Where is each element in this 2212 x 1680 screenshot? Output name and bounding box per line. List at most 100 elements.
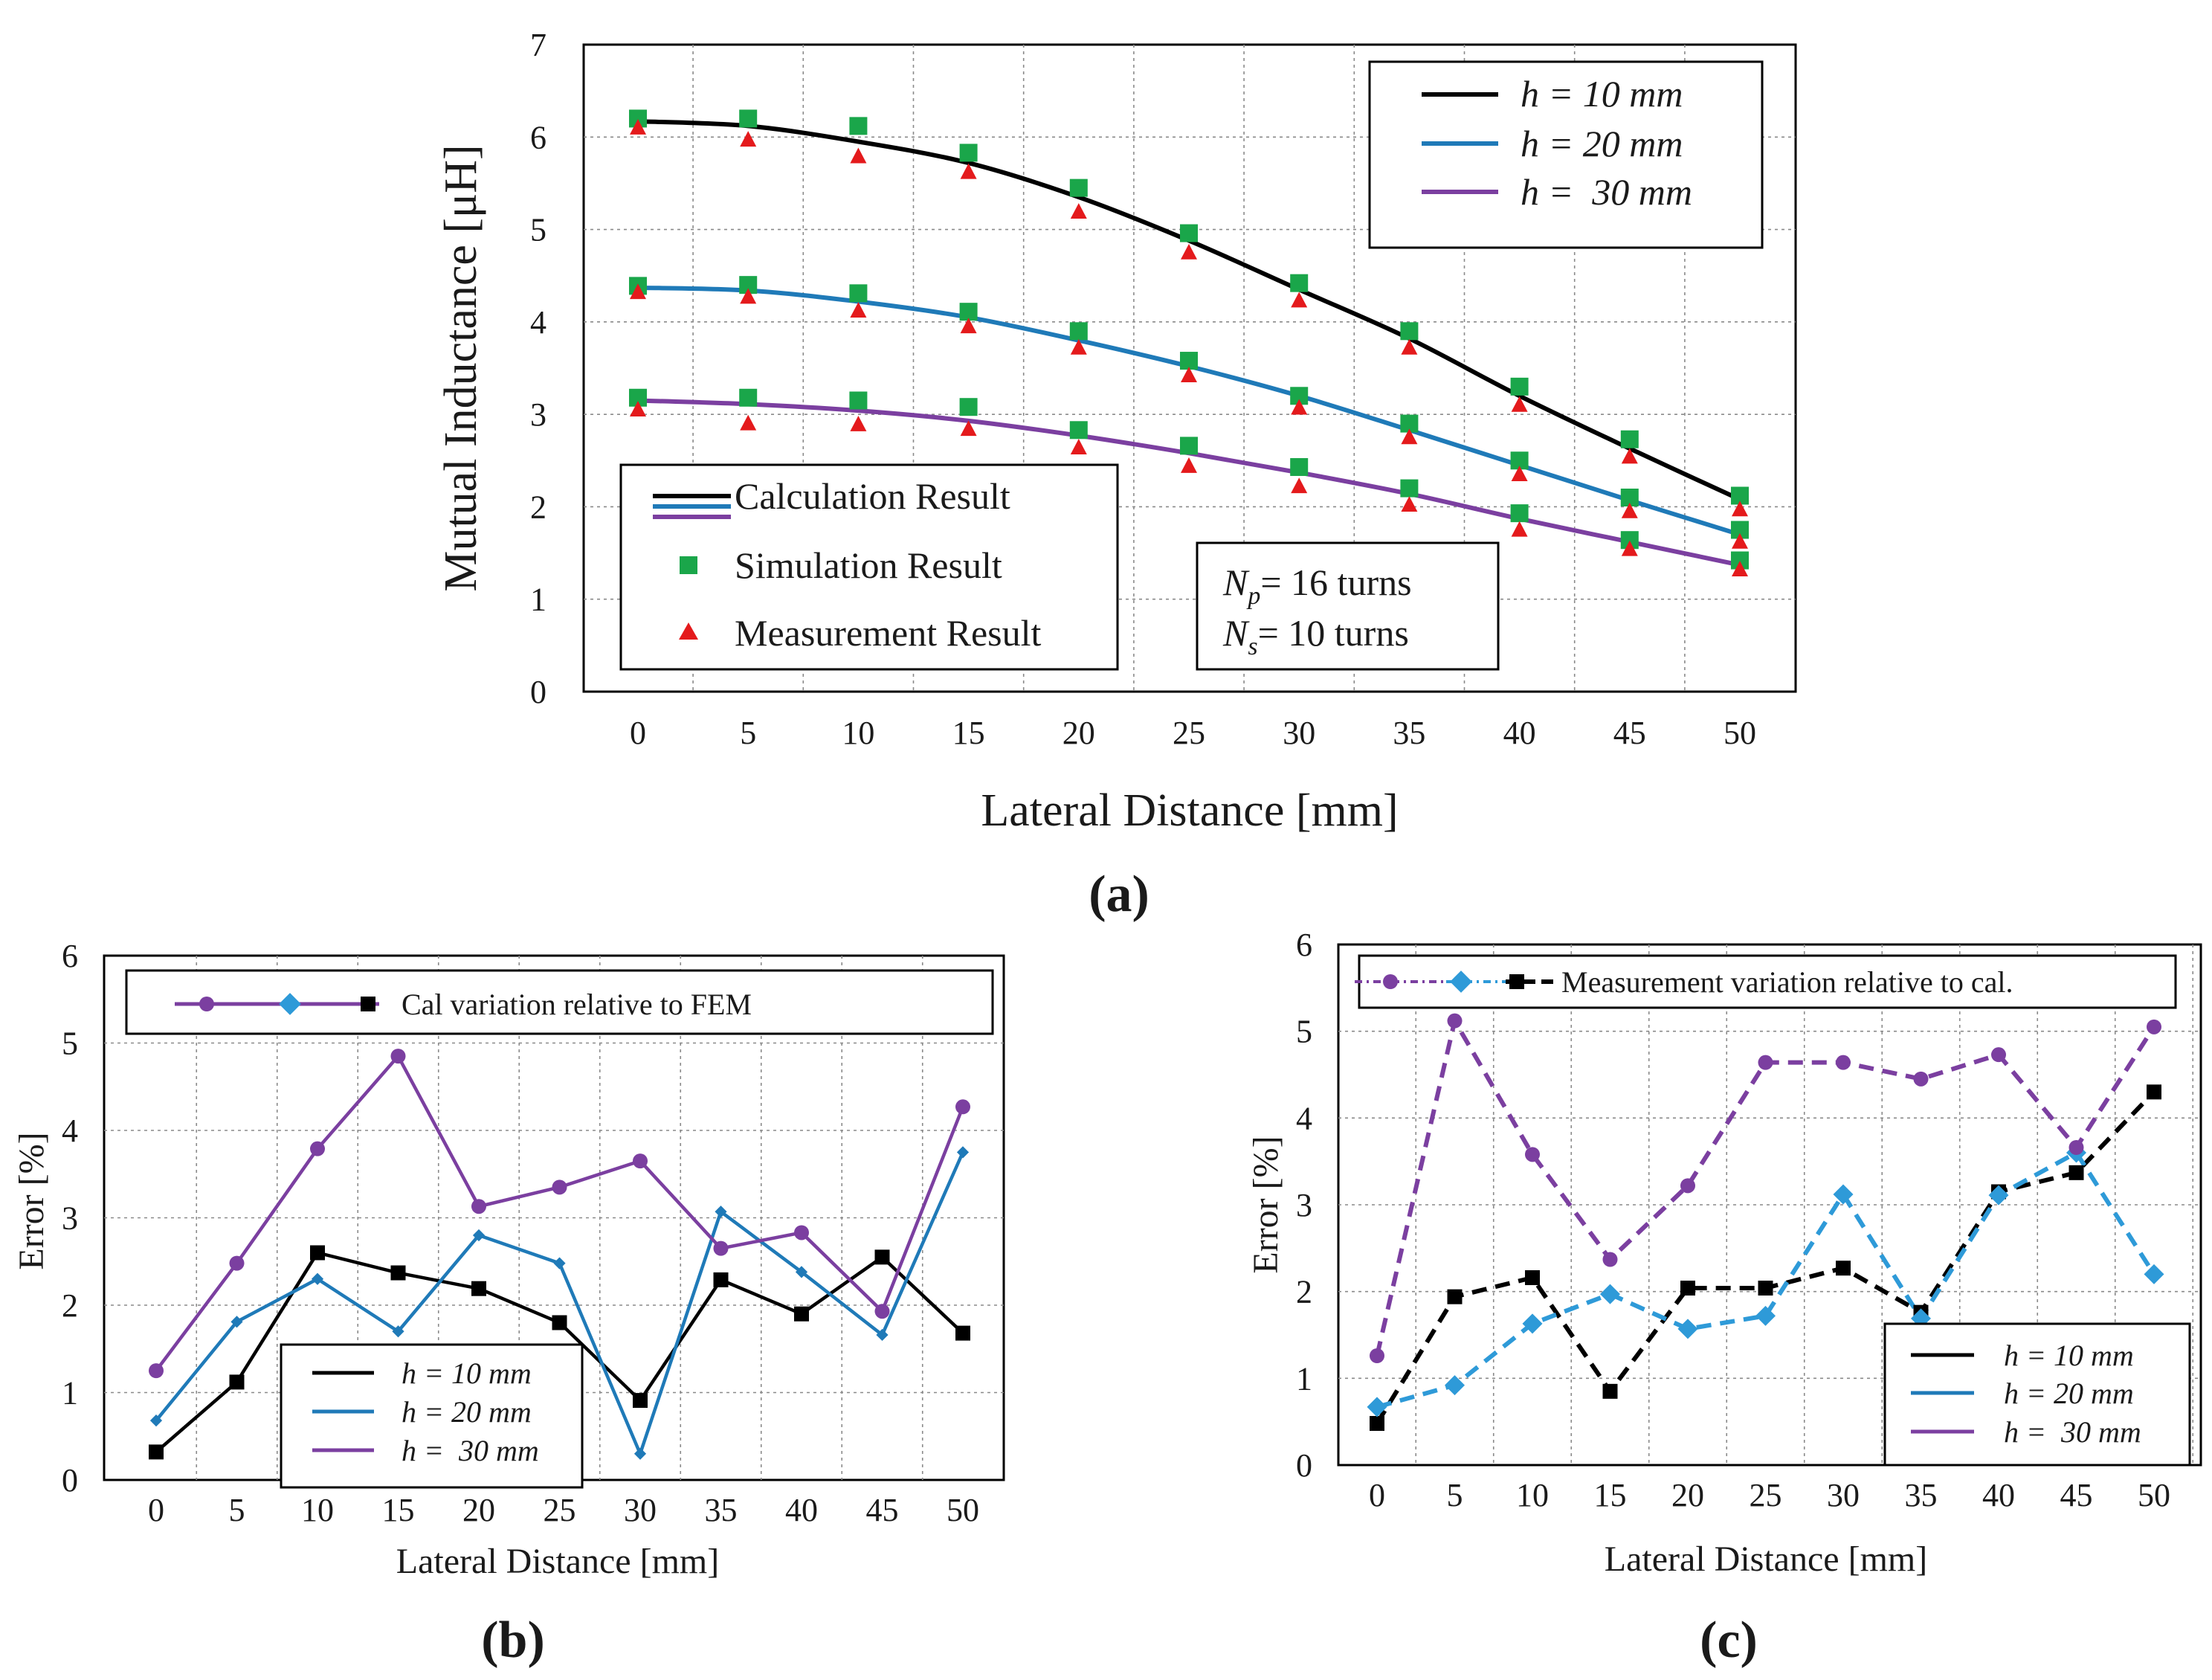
measurement-point-h10: [850, 147, 867, 164]
error-point-h20: [795, 1266, 808, 1278]
simulation-point-h30: [1290, 457, 1309, 476]
measurement-point-h10: [1291, 292, 1308, 308]
error-point-h20: [1445, 1375, 1465, 1396]
measurement-point-h10: [1401, 338, 1418, 355]
legend-label-calculation: Calculation Result: [735, 475, 1010, 517]
panel-a-methods-legend: Calculation Result Simulation Result Mea…: [619, 463, 1119, 671]
panel-a-label: (a): [1089, 866, 1149, 923]
panel-c-y-ticks: 0 1 2 3 4 5 6: [1296, 927, 1312, 1484]
error-point-h30: [1991, 1047, 2006, 1063]
panel-c-title-legend: Measurement variation relative to cal.: [1355, 954, 2177, 1009]
error-point-h10: [1602, 1383, 1618, 1399]
error-point-h30: [1525, 1147, 1540, 1162]
measurement-point-h30: [1732, 561, 1748, 577]
y-tick-label: 3: [62, 1200, 78, 1237]
legend-label-h20: h = 20 mm: [1521, 123, 1683, 164]
panel-c-label: (c): [1700, 1612, 1758, 1669]
x-tick-label: 35: [705, 1492, 738, 1528]
np-annotation-text: = 16 turns: [1260, 561, 1411, 603]
measurement-point-h20: [1401, 428, 1418, 445]
error-point-h10: [149, 1444, 164, 1460]
measurement-point-h20: [1181, 367, 1197, 383]
error-point-h30: [1680, 1178, 1695, 1194]
measurement-point-h20: [1732, 532, 1748, 549]
error-point-h30: [874, 1304, 890, 1319]
error-point-h30: [633, 1153, 648, 1169]
x-tick-label: 25: [1750, 1477, 1782, 1513]
x-tick-label: 40: [1982, 1477, 2015, 1513]
error-point-h30: [955, 1099, 970, 1115]
legend-label-measurement: Measurement Result: [735, 612, 1042, 654]
error-point-h10: [552, 1315, 567, 1330]
x-tick-label: 45: [866, 1492, 899, 1528]
title-legend-diamond-icon: [279, 993, 301, 1015]
simulation-point-h10: [1620, 430, 1639, 448]
measurement-point-h20: [1291, 399, 1308, 415]
panel-c-x-axis-title: Lateral Distance [mm]: [1605, 1539, 1927, 1579]
measurement-point-h10: [1621, 448, 1638, 464]
error-point-h20: [1833, 1184, 1854, 1205]
x-tick-label: 45: [2060, 1477, 2093, 1513]
x-tick-label: 35: [1905, 1477, 1938, 1513]
x-tick-label: 30: [624, 1492, 657, 1528]
measurement-point-h20: [1621, 502, 1638, 518]
x-tick-label: 50: [947, 1492, 979, 1528]
panel-b-x-axis-title: Lateral Distance [mm]: [396, 1542, 719, 1581]
title-legend-square-icon: [1509, 974, 1524, 989]
error-point-h30: [471, 1199, 486, 1214]
error-point-h20: [2144, 1264, 2164, 1284]
panel-a-measurement-markers: [630, 119, 1748, 577]
x-tick-label: 35: [1393, 715, 1425, 751]
panel-c-y-axis-title: Error [%]: [1246, 1136, 1286, 1273]
error-point-h30: [310, 1141, 325, 1156]
panel-b-title-legend-text: Cal variation relative to FEM: [402, 988, 752, 1021]
measurement-point-h30: [630, 401, 646, 416]
panel-b-y-axis-title: Error [%]: [12, 1132, 51, 1269]
simulation-point-h10: [1400, 322, 1419, 341]
error-point-h20: [1755, 1305, 1776, 1326]
panel-a-x-axis-title: Lateral Distance [mm]: [981, 785, 1398, 836]
error-point-h30: [1447, 1013, 1463, 1029]
x-tick-label: 20: [1063, 715, 1095, 751]
x-tick-label: 5: [1447, 1477, 1463, 1513]
x-tick-label: 10: [1516, 1477, 1549, 1513]
x-tick-label: 10: [301, 1492, 334, 1528]
measurement-point-h30: [1621, 540, 1638, 556]
measurement-point-h30: [1511, 521, 1528, 537]
error-point-h10: [229, 1374, 245, 1390]
error-point-h10: [2147, 1084, 2161, 1100]
panel-c-legend-label-h30: h = 30 mm: [2004, 1415, 2141, 1449]
error-point-h10: [1758, 1281, 1773, 1296]
x-tick-label: 45: [1613, 715, 1646, 751]
panel-a-y-axis-title: Mutual Inductance [μH]: [436, 144, 486, 591]
x-tick-label: 40: [785, 1492, 818, 1528]
error-point-h20: [1600, 1284, 1620, 1304]
title-legend-square-icon: [361, 997, 375, 1011]
error-point-h30: [229, 1255, 245, 1271]
error-point-h30: [1913, 1071, 1929, 1087]
error-point-h20: [956, 1146, 970, 1159]
panel-b-legend-label-h30: h = 30 mm: [402, 1434, 539, 1467]
simulation-point-h20: [959, 303, 978, 321]
simulation-point-h10: [1069, 178, 1088, 197]
error-point-h30: [552, 1179, 567, 1195]
panel-b-label: (b): [481, 1612, 545, 1669]
error-point-h10: [1370, 1416, 1384, 1431]
y-tick-label: 6: [530, 119, 546, 155]
error-point-h30: [794, 1225, 809, 1240]
simulation-square-icon: [680, 556, 697, 574]
error-point-h20: [1988, 1185, 2009, 1206]
panel-c-title-legend-text: Measurement variation relative to cal.: [1561, 965, 2013, 999]
error-point-h20: [876, 1328, 889, 1342]
simulation-point-h10: [739, 109, 758, 128]
simulation-point-h30: [1400, 479, 1419, 498]
measurement-point-h10: [1181, 243, 1197, 260]
title-legend-circle-icon: [199, 997, 214, 1011]
error-point-h20: [230, 1316, 243, 1328]
error-point-h10: [390, 1265, 406, 1281]
y-tick-label: 2: [530, 489, 546, 525]
x-tick-label: 0: [630, 715, 646, 751]
error-point-h10: [955, 1325, 970, 1341]
